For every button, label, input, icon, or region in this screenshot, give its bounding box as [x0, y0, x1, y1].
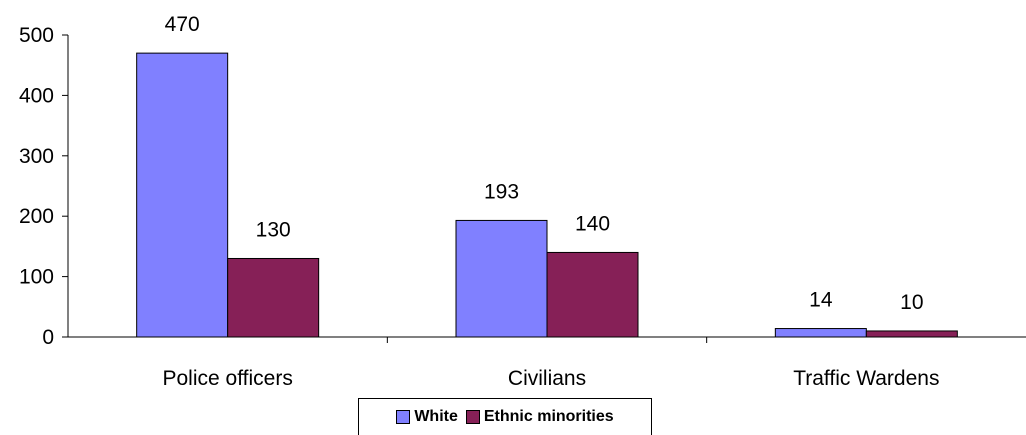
- y-tick-label: 0: [42, 326, 54, 349]
- x-category-label: Civilians: [508, 367, 586, 390]
- legend-swatch-ethnic-minorities: [465, 410, 480, 424]
- data-label: 10: [900, 291, 923, 314]
- data-label: 140: [575, 212, 610, 235]
- legend: White Ethnic minorities: [358, 398, 652, 435]
- x-category-label: Traffic Wardens: [793, 367, 939, 390]
- labels: Police officers 470 130 Civilians 193 140 Traf…: [162, 13, 939, 390]
- y-tick-label: 100: [19, 266, 54, 289]
- bar-chart: 0 100 200 300 400 500 Police officers 470 130 Ci…: [19, 13, 1026, 390]
- bar-ethnic-minorities: [865, 330, 958, 338]
- bar-white: [455, 219, 548, 338]
- y-tick-label: 300: [19, 145, 54, 168]
- bar-ethnic-minorities: [227, 257, 320, 338]
- axes: 0 100 200 300 400 500: [19, 24, 1026, 349]
- y-tick-label: 400: [19, 84, 54, 107]
- bar-white: [774, 328, 867, 338]
- legend-item-ethnic-minorities: Ethnic minorities: [465, 408, 614, 426]
- data-label: 193: [484, 180, 519, 203]
- data-label: 130: [256, 218, 291, 241]
- legend-swatch-white: [396, 410, 411, 424]
- y-tick-label: 200: [19, 205, 54, 228]
- bars: [136, 52, 958, 338]
- data-label: 470: [165, 13, 200, 36]
- data-label: 14: [809, 289, 833, 312]
- bar-white: [136, 52, 229, 338]
- legend-item-white: White: [396, 408, 458, 426]
- y-tick-label: 500: [19, 24, 54, 47]
- legend-label-white: White: [414, 408, 458, 425]
- bar-ethnic-minorities: [546, 251, 639, 338]
- legend-label-ethnic-minorities: Ethnic minorities: [483, 408, 614, 425]
- x-category-label: Police officers: [162, 367, 292, 390]
